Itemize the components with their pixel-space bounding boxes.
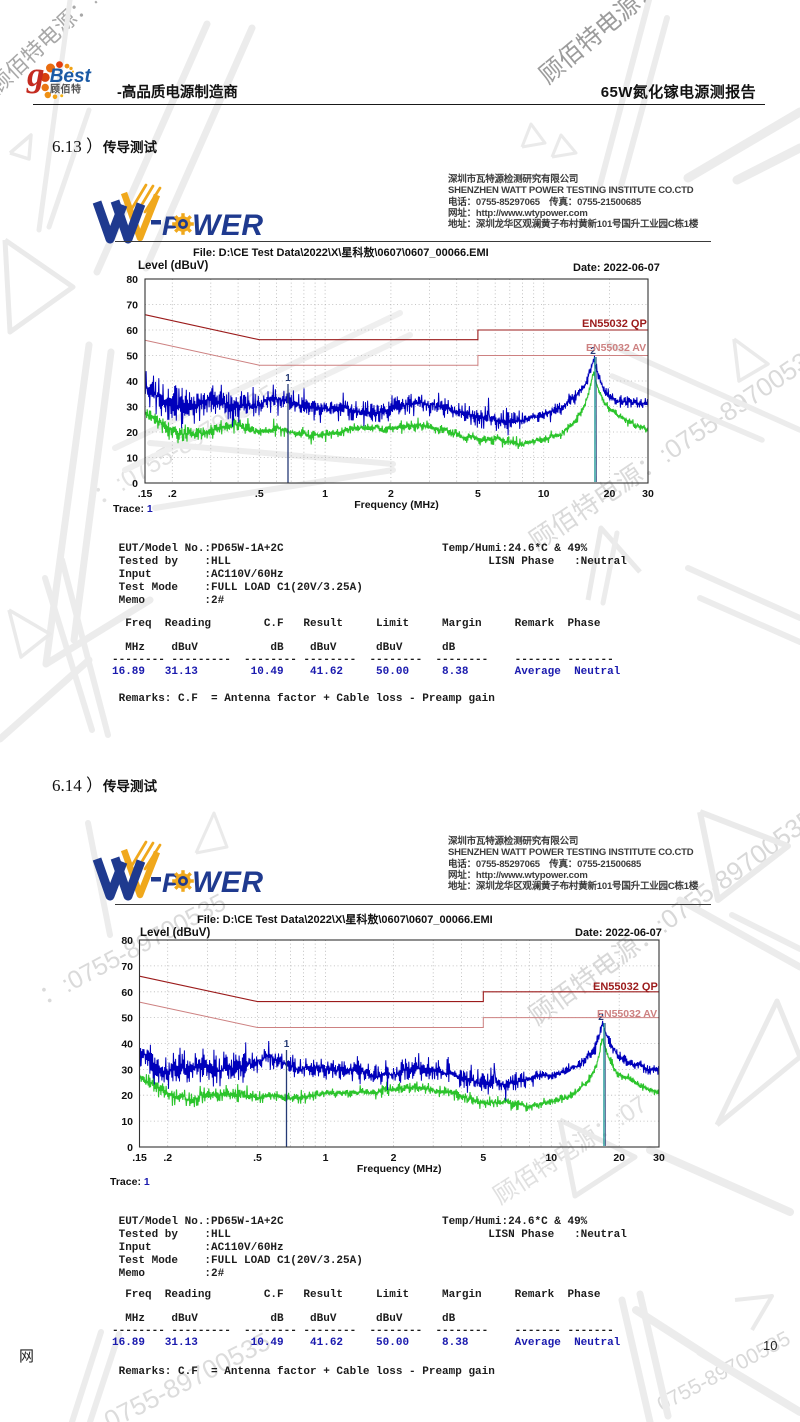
svg-text:EN55032 QP: EN55032 QP xyxy=(593,981,658,993)
svg-text:.2: .2 xyxy=(163,1152,172,1164)
svg-text:30: 30 xyxy=(642,488,654,500)
svg-text:EN55032 AV: EN55032 AV xyxy=(597,1008,657,1020)
svg-text:.5: .5 xyxy=(253,1152,262,1164)
svg-text:70: 70 xyxy=(126,300,138,312)
svg-text:40: 40 xyxy=(126,376,138,388)
svg-text:5: 5 xyxy=(475,488,481,500)
svg-text:.15: .15 xyxy=(132,1152,147,1164)
svg-text:20: 20 xyxy=(126,427,138,439)
svg-text:1: 1 xyxy=(285,373,291,384)
svg-text:2: 2 xyxy=(391,1152,397,1164)
svg-text:g: g xyxy=(26,55,45,94)
svg-text:WER: WER xyxy=(192,866,264,899)
svg-text:10: 10 xyxy=(545,1152,557,1164)
svg-text:Best: Best xyxy=(50,66,92,87)
svg-text:30: 30 xyxy=(653,1152,665,1164)
svg-text:70: 70 xyxy=(121,961,133,973)
svg-text:40: 40 xyxy=(121,1039,133,1051)
svg-text:EN55032 QP: EN55032 QP xyxy=(582,318,647,330)
svg-text:50: 50 xyxy=(126,351,138,363)
svg-text:Frequency (MHz): Frequency (MHz) xyxy=(357,1163,442,1175)
svg-text:顾佰特: 顾佰特 xyxy=(50,83,82,96)
svg-text:Frequency (MHz): Frequency (MHz) xyxy=(354,499,439,511)
svg-text:2: 2 xyxy=(388,488,394,500)
svg-text:.5: .5 xyxy=(255,488,264,500)
svg-text:.2: .2 xyxy=(168,488,177,500)
svg-text:1: 1 xyxy=(322,488,328,500)
svg-text:20: 20 xyxy=(121,1090,133,1102)
svg-text:20: 20 xyxy=(613,1152,625,1164)
svg-text:10: 10 xyxy=(126,453,138,465)
svg-text:10: 10 xyxy=(538,488,550,500)
svg-text:0: 0 xyxy=(132,478,138,490)
svg-text:60: 60 xyxy=(121,987,133,999)
svg-text:80: 80 xyxy=(126,274,138,286)
svg-text:10: 10 xyxy=(121,1116,133,1128)
svg-text:30: 30 xyxy=(126,402,138,414)
svg-text:1: 1 xyxy=(323,1152,329,1164)
svg-text:20: 20 xyxy=(604,488,616,500)
svg-text:.15: .15 xyxy=(138,488,153,500)
svg-text:60: 60 xyxy=(126,325,138,337)
svg-text:EN55032 AV: EN55032 AV xyxy=(586,342,646,354)
svg-text:80: 80 xyxy=(121,935,133,947)
svg-text:2: 2 xyxy=(590,346,596,357)
svg-text:1: 1 xyxy=(284,1039,290,1050)
svg-text:5: 5 xyxy=(480,1152,486,1164)
svg-text:50: 50 xyxy=(121,1013,133,1025)
svg-text:2: 2 xyxy=(598,1012,604,1023)
svg-text:30: 30 xyxy=(121,1064,133,1076)
svg-text:WER: WER xyxy=(192,209,264,242)
svg-text:0: 0 xyxy=(127,1142,133,1154)
